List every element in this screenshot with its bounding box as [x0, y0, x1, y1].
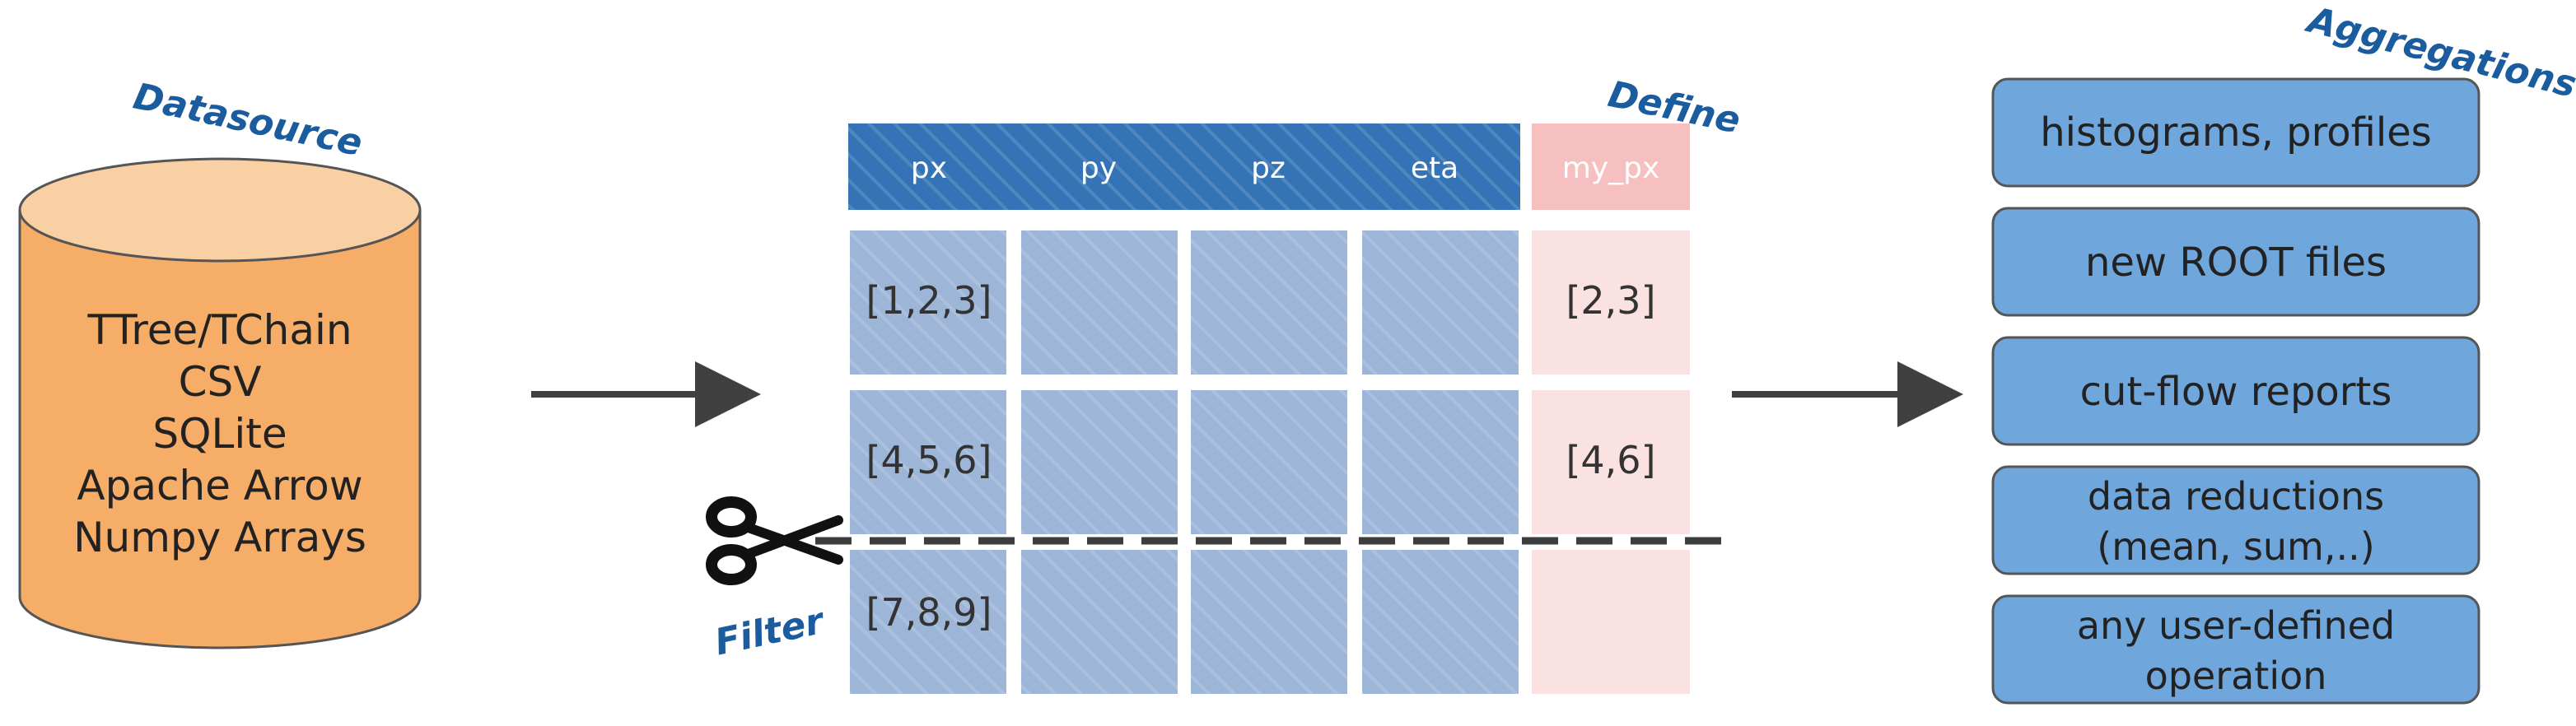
- aggregation-box: new ROOT files: [1991, 207, 2480, 317]
- aggregation-label: histograms, profiles: [2040, 109, 2431, 156]
- cell-my-px: [2,3]: [1566, 278, 1655, 323]
- cell-px: [7,8,9]: [866, 590, 992, 635]
- datasource-format: Numpy Arrays: [73, 514, 366, 561]
- aggregation-box: histograms, profiles: [1991, 77, 2480, 188]
- aggregation-label: (mean, sum,..): [2097, 524, 2374, 569]
- scissors-icon: [706, 496, 843, 585]
- aggregation-box: any user-defined operation: [1991, 594, 2480, 705]
- datasource-group: Datasource TTree/TChain CSV SQLite Apach…: [18, 76, 422, 649]
- datasource-format: SQLite: [152, 410, 287, 458]
- aggregation-label: cut-flow reports: [2080, 369, 2392, 415]
- table-row: [1,2,3] [2,3]: [850, 230, 1690, 375]
- column-header-py: py: [1080, 151, 1117, 185]
- column-header-pz: pz: [1251, 151, 1286, 185]
- dataframe-table: px py pz eta my_px Define [1,2,3] [2,3]: [706, 73, 1744, 694]
- table-row: [4,5,6] [4,6]: [850, 390, 1690, 534]
- aggregations-group: Aggregations histograms, profiles new RO…: [1991, 0, 2576, 705]
- cell-my-px: [4,6]: [1566, 438, 1655, 482]
- datasource-format: Apache Arrow: [77, 462, 362, 510]
- aggregation-label: operation: [2145, 654, 2327, 698]
- table-row: [7,8,9]: [850, 550, 1690, 694]
- aggregation-label: new ROOT files: [2085, 240, 2387, 286]
- aggregation-label: any user-defined: [2077, 603, 2395, 648]
- aggregation-box: cut-flow reports: [1991, 336, 2480, 446]
- column-header-px: px: [911, 151, 947, 185]
- cell-px: [1,2,3]: [866, 278, 992, 323]
- defined-column-name: my_px: [1562, 151, 1660, 185]
- datasource-tag: Datasource: [130, 76, 366, 165]
- cell-px: [4,5,6]: [866, 438, 992, 482]
- cylinder-top: [18, 157, 422, 263]
- column-header-eta: eta: [1411, 151, 1458, 185]
- datasource-format: CSV: [179, 358, 262, 406]
- filter-tag: Filter: [712, 600, 829, 664]
- aggregation-box: data reductions (mean, sum,..): [1991, 465, 2480, 575]
- aggregation-label: data reductions: [2088, 474, 2384, 519]
- datasource-formats: TTree/TChain CSV SQLite Apache Arrow Num…: [73, 306, 366, 561]
- datasource-format: TTree/TChain: [86, 306, 352, 354]
- defined-column-header: [1532, 123, 1690, 210]
